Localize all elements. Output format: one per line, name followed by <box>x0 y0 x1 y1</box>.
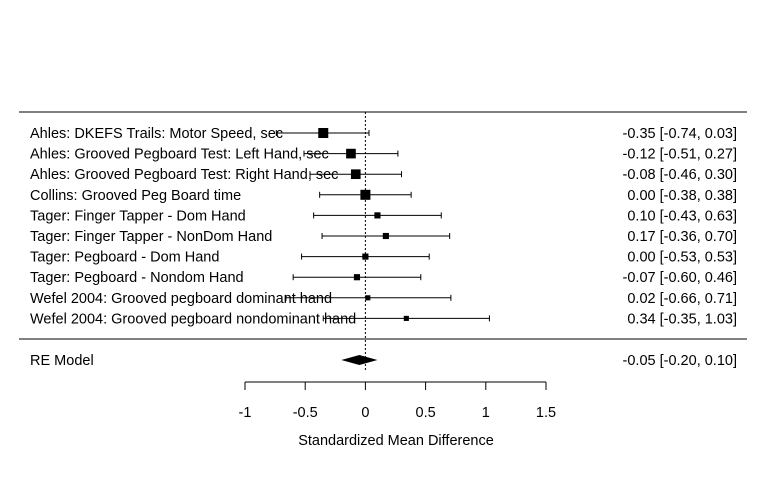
study-row: Tager: Pegboard - Dom Hand 0.00 [-0.53, 0… <box>30 250 737 266</box>
estimate-ci-text: -0.08 [-0.46, 0.30] <box>623 167 737 183</box>
study-label: Ahles: Grooved Pegboard Test: Right Hand… <box>30 167 338 183</box>
study-row: Wefel 2004: Grooved pegboard nondominant… <box>30 311 737 327</box>
study-label: Ahles: DKEFS Trails: Motor Speed, sec <box>30 126 283 142</box>
estimate-ci-text: 0.00 [-0.38, 0.38] <box>627 188 737 204</box>
study-row: Ahles: Grooved Pegboard Test: Left Hand,… <box>30 147 737 163</box>
study-label: Collins: Grooved Peg Board time <box>30 188 241 204</box>
x-axis: -1 -0.5 0 0.5 1 1.5 <box>239 381 556 421</box>
estimate-ci-text: 0.00 [-0.53, 0.53] <box>627 250 737 266</box>
study-row: Wefel 2004: Grooved pegboard dominant ha… <box>30 291 737 307</box>
point-estimate-marker <box>374 212 381 219</box>
study-row: Ahles: DKEFS Trails: Motor Speed, sec -0.… <box>30 126 737 142</box>
study-label: Tager: Finger Tapper - Dom Hand <box>30 208 246 224</box>
x-tick-label: 0 <box>361 405 369 421</box>
x-tick-label: -1 <box>239 405 252 421</box>
study-row: Collins: Grooved Peg Board time 0.00 [-0.… <box>30 188 737 204</box>
point-estimate-marker <box>362 253 369 260</box>
study-label: Ahles: Grooved Pegboard Test: Left Hand,… <box>30 147 329 163</box>
x-tick-label: 1.5 <box>536 405 556 421</box>
point-estimate-marker <box>318 128 329 138</box>
point-estimate-marker <box>350 169 361 180</box>
estimate-ci-text: 0.34 [-0.35, 1.03] <box>627 311 737 327</box>
summary-ci-text: -0.05 [-0.20, 0.10] <box>623 353 737 369</box>
point-estimate-marker <box>346 148 356 159</box>
study-label: Tager: Pegboard - Dom Hand <box>30 250 219 266</box>
point-estimate-marker <box>403 315 409 321</box>
summary-label: RE Model <box>30 353 94 369</box>
point-estimate-marker <box>353 274 361 281</box>
x-tick-label: -0.5 <box>293 405 318 421</box>
study-row: Tager: Pegboard - Nondom Hand -0.07 [-0.6… <box>30 270 737 286</box>
study-row: Tager: Finger Tapper - Dom Hand 0.10 [-0.… <box>30 208 737 224</box>
study-row: Tager: Finger Tapper - NonDom Hand 0.17 [… <box>30 229 737 245</box>
x-tick-label: 1 <box>482 405 490 421</box>
summary-row: RE Model -0.05 [-0.20, 0.10] <box>30 353 737 369</box>
point-estimate-marker <box>365 295 371 301</box>
study-rows: Ahles: DKEFS Trails: Motor Speed, sec -0.… <box>30 126 737 327</box>
summary-diamond <box>341 355 378 365</box>
study-label: Wefel 2004: Grooved pegboard nondominant… <box>30 311 356 327</box>
x-axis-label: Standardized Mean Difference <box>298 433 494 449</box>
study-label: Tager: Finger Tapper - NonDom Hand <box>30 229 272 245</box>
estimate-ci-text: 0.02 [-0.66, 0.71] <box>627 291 737 307</box>
estimate-ci-text: -0.07 [-0.60, 0.46] <box>623 270 737 286</box>
estimate-ci-text: -0.35 [-0.74, 0.03] <box>623 126 737 142</box>
study-label: Wefel 2004: Grooved pegboard dominant ha… <box>30 291 332 307</box>
estimate-ci-text: 0.17 [-0.36, 0.70] <box>627 229 737 245</box>
estimate-ci-text: -0.12 [-0.51, 0.27] <box>623 147 737 163</box>
study-row: Ahles: Grooved Pegboard Test: Right Hand… <box>30 167 737 183</box>
point-estimate-marker <box>360 189 371 200</box>
study-label: Tager: Pegboard - Nondom Hand <box>30 270 244 286</box>
point-estimate-marker <box>382 232 389 240</box>
estimate-ci-text: 0.10 [-0.43, 0.63] <box>627 208 737 224</box>
x-tick-label: 0.5 <box>416 405 436 421</box>
